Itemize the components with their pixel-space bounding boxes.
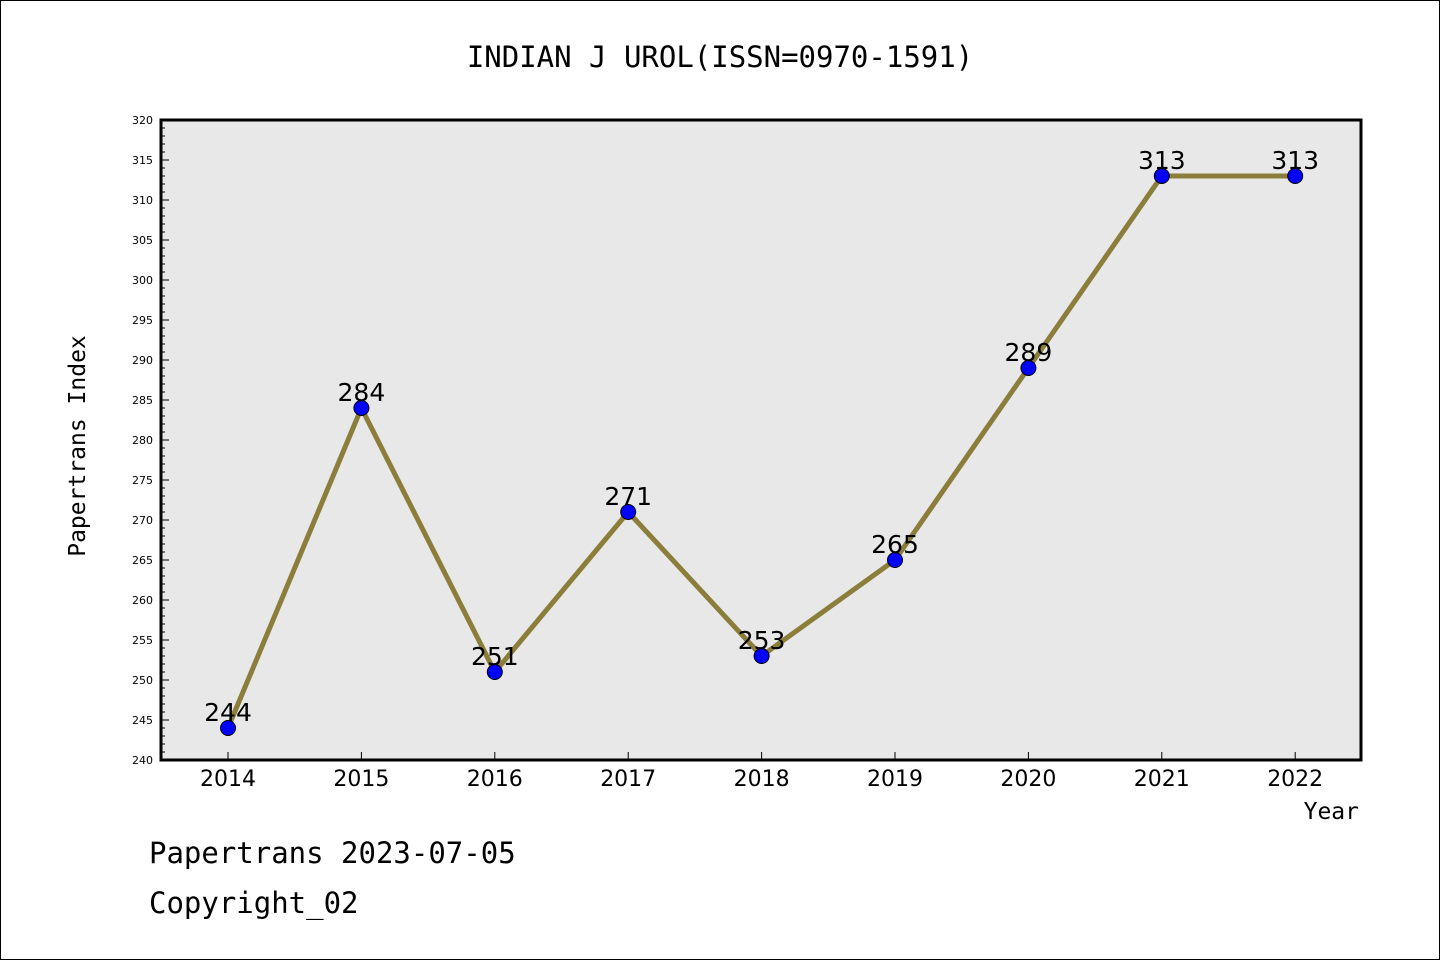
data-label: 251 [471, 642, 519, 671]
data-label: 289 [1005, 338, 1053, 367]
x-tick-label: 2018 [734, 767, 790, 792]
x-axis: 2014 2015 2016 2017 2018 2019 2020 2021 2022 [200, 752, 1323, 792]
x-tick-label: 2019 [867, 767, 923, 792]
data-point [220, 720, 236, 736]
data-point [486, 664, 503, 680]
y-tick-label: 315 [132, 154, 153, 167]
series-line-group: 244 284 251 271 253 265 289 313 313 [204, 146, 1319, 736]
y-tick-label: 295 [132, 314, 153, 327]
y-tick-label: 240 [132, 754, 153, 767]
footer-copyright: Copyright_02 [149, 886, 359, 921]
y-tick-label: 305 [132, 234, 153, 247]
y-tick-label: 245 [132, 714, 153, 727]
x-tick-label: 2020 [1000, 767, 1056, 792]
plot-border [159, 118, 1363, 762]
y-tick-label: 250 [132, 674, 153, 687]
y-tick-label: 270 [132, 514, 153, 527]
y-tick-label: 285 [132, 394, 153, 407]
y-tick-label: 255 [132, 634, 153, 647]
y-tick-label: 320 [132, 114, 153, 127]
x-tick-label: 2015 [333, 767, 389, 792]
data-label: 284 [338, 378, 386, 407]
chart-title: INDIAN J UROL(ISSN=0970-1591) [467, 40, 973, 74]
x-tick-label: 2016 [467, 767, 523, 792]
y-tick-label: 280 [132, 434, 153, 447]
x-tick-label: 2017 [600, 767, 656, 792]
y-tick-label: 260 [132, 594, 153, 607]
data-point [887, 552, 903, 568]
y-tick-label: 275 [132, 474, 153, 487]
data-label: 253 [738, 626, 786, 655]
data-point [1020, 360, 1037, 376]
y-tick-label: 265 [132, 554, 153, 567]
footer-date: Papertrans 2023-07-05 [149, 836, 516, 870]
data-label: 271 [604, 482, 652, 511]
y-tick-label: 300 [132, 274, 153, 287]
data-point [1153, 168, 1170, 184]
y-axis-title: Papertrans Index [65, 335, 91, 557]
data-label: 313 [1138, 146, 1186, 175]
data-label: 313 [1271, 146, 1319, 175]
x-tick-label: 2014 [200, 767, 256, 792]
data-point [353, 400, 370, 416]
data-point [1287, 168, 1304, 184]
plot-area [161, 120, 1361, 760]
data-point [753, 648, 770, 664]
data-point [620, 504, 637, 520]
y-tick-label: 310 [132, 194, 153, 207]
x-axis-title: Year [1304, 799, 1359, 825]
x-tick-label: 2022 [1267, 767, 1323, 792]
data-label: 244 [204, 698, 252, 727]
y-tick-label: 290 [132, 354, 153, 367]
x-tick-label: 2021 [1134, 767, 1190, 792]
data-label: 265 [871, 530, 919, 559]
